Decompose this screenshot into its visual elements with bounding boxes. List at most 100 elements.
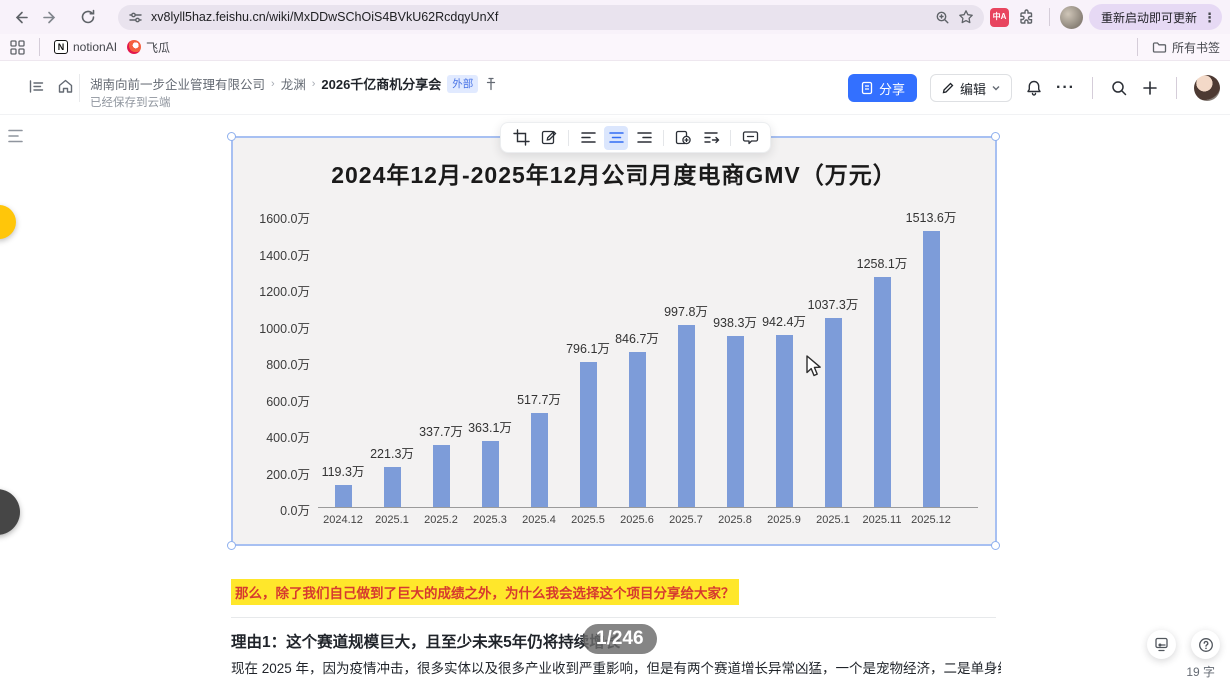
bookmark-notionai[interactable]: N notionAI — [54, 40, 117, 54]
back-icon[interactable] — [8, 5, 32, 29]
outline-toggle-icon[interactable] — [8, 129, 26, 148]
save-status: 已经保存到云端 — [90, 97, 171, 109]
translate-extension-icon[interactable]: 中A — [989, 7, 1009, 27]
comment-icon[interactable] — [738, 126, 762, 150]
doc-canvas: 2024年12月-2025年12月公司月度电商GMV（万元） 0.0万 200.0… — [0, 115, 1230, 680]
y-axis-tick: 1600.0万 — [259, 212, 310, 226]
bar-2025.8 — [726, 335, 744, 507]
breadcrumb-separator: › — [311, 77, 316, 90]
bookmarks-divider — [39, 38, 40, 56]
page-indicator: 1/246 — [583, 624, 657, 654]
resize-handle-bottom-left[interactable] — [227, 541, 236, 550]
y-axis-tick: 200.0万 — [266, 467, 310, 482]
toolbar-separator — [663, 129, 664, 146]
all-bookmarks-button[interactable]: 所有书签 — [1152, 39, 1220, 56]
word-count: 19 字 — [1186, 665, 1215, 679]
folder-icon — [1152, 40, 1167, 55]
url-text: xv8lyll5haz.feishu.cn/wiki/MxDDwSChOiS4B… — [151, 10, 499, 24]
bar-value-label: 1258.1万 — [856, 257, 908, 272]
address-bar[interactable]: xv8lyll5haz.feishu.cn/wiki/MxDDwSChOiS4B… — [118, 4, 984, 30]
feigua-icon — [127, 40, 142, 54]
bookmark-feigua[interactable]: 飞瓜 — [127, 39, 170, 56]
page-title[interactable]: 2026千亿商机分享会 — [321, 77, 442, 92]
pin-icon[interactable] — [484, 77, 498, 91]
create-new-icon[interactable] — [1141, 79, 1159, 97]
image-toolbar — [500, 122, 771, 153]
x-axis-label: 2025.6 — [620, 514, 654, 526]
more-menu-icon[interactable]: ··· — [1056, 79, 1075, 96]
site-info-icon[interactable] — [128, 10, 143, 25]
bar-value-label: 337.7万 — [419, 425, 463, 440]
home-icon[interactable] — [57, 78, 74, 95]
extract-text-icon[interactable] — [699, 126, 723, 150]
reason-heading[interactable]: 理由1：这个赛道规模巨大，且至少未来5年仍将持续增长 — [231, 634, 621, 651]
align-left-icon[interactable] — [576, 126, 600, 150]
apps-grid-icon[interactable] — [10, 39, 25, 55]
bar-2025.4 — [530, 412, 548, 507]
y-axis-tick: 1400.0万 — [259, 248, 310, 263]
edit-button[interactable]: 编辑 — [930, 74, 1013, 102]
resize-handle-bottom-right[interactable] — [991, 541, 1000, 550]
crop-icon[interactable] — [509, 126, 533, 150]
annotate-icon[interactable] — [537, 126, 561, 150]
breadcrumb-item[interactable]: 龙渊 — [280, 78, 306, 92]
bar-value-label: 1037.3万 — [807, 297, 859, 312]
share-button[interactable]: 分享 — [847, 74, 917, 102]
browser-profile-avatar[interactable] — [1059, 5, 1083, 29]
bookmark-label: notionAI — [73, 40, 118, 54]
align-center-icon[interactable] — [604, 125, 628, 150]
chrome-menu-icon[interactable]: ⋮ — [1203, 9, 1216, 25]
y-axis-tick: 400.0万 — [266, 431, 310, 445]
bar-value-label: 846.7万 — [615, 332, 659, 347]
toolbar-separator — [568, 129, 569, 146]
breadcrumb: 湖南向前一步企业管理有限公司 › 龙渊 › 2026千亿商机分享会 外部 — [90, 74, 498, 93]
x-axis-label: 2025.2 — [424, 514, 458, 526]
x-axis-label: 2024.12 — [323, 514, 363, 526]
y-axis-tick: 1200.0万 — [259, 285, 310, 299]
align-right-icon[interactable] — [632, 126, 656, 150]
breadcrumb-item[interactable]: 湖南向前一步企业管理有限公司 — [90, 78, 266, 92]
bar-2025.2 — [432, 445, 450, 507]
bookmark-star-icon[interactable] — [958, 9, 974, 25]
wiki-tree-icon[interactable] — [28, 78, 45, 95]
notifications-bell-icon[interactable] — [1025, 79, 1043, 97]
header-divider — [79, 74, 80, 102]
help-button[interactable] — [1191, 630, 1220, 659]
x-axis-label: 2025.3 — [473, 514, 507, 526]
bar-2025.1 — [383, 466, 401, 507]
body-paragraph[interactable]: 现在 2025 年，因为疫情冲击，很多实体以及很多产业收到严重影响，但是有两个赛… — [231, 661, 1001, 676]
toolbar-divider — [1048, 8, 1050, 26]
forward-icon[interactable] — [38, 5, 62, 29]
floating-widget-yellow[interactable] — [0, 205, 16, 239]
bookmarks-bar: N notionAI 飞瓜 所有书签 — [0, 34, 1230, 61]
search-icon[interactable] — [1110, 79, 1128, 97]
help-icon — [1198, 637, 1213, 652]
highlighted-text[interactable]: 那么，除了我们自己做到了巨大的成绩之外，为什么我会选择这个项目分享给大家？ — [231, 579, 739, 605]
bar-2025.9 — [775, 335, 793, 507]
x-axis-label: 2025.5 — [571, 514, 605, 526]
notion-icon: N — [54, 40, 68, 54]
resize-handle-top-left[interactable] — [227, 132, 236, 141]
bar-2025.12 — [922, 230, 940, 507]
header-right-divider — [1092, 77, 1093, 99]
bar-2025.7 — [677, 324, 695, 507]
extensions-icon[interactable] — [1015, 5, 1039, 29]
bar-2024.12 — [334, 485, 352, 507]
x-axis-label: 2025.7 — [669, 514, 703, 526]
refresh-icon[interactable] — [76, 5, 100, 29]
chrome-update-button[interactable]: 重新启动即可更新 ⋮ — [1088, 4, 1222, 30]
y-axis-tick: 1000.0万 — [259, 321, 310, 336]
zoom-icon[interactable] — [935, 10, 950, 25]
floating-widget-dark[interactable] — [0, 489, 20, 535]
bar-2025.3 — [481, 440, 499, 507]
copy-link-icon[interactable] — [671, 126, 695, 150]
resize-handle-top-right[interactable] — [991, 132, 1000, 141]
y-axis-tick: 0.0万 — [280, 504, 310, 518]
bar-value-label: 942.4万 — [762, 315, 806, 330]
user-avatar[interactable] — [1194, 75, 1220, 101]
widget-button[interactable] — [1147, 630, 1176, 659]
bar-2025.6 — [628, 352, 646, 507]
bar-value-label: 221.3万 — [370, 446, 414, 461]
chart-image-block[interactable]: 2024年12月-2025年12月公司月度电商GMV（万元） 0.0万 200.0… — [231, 136, 997, 546]
